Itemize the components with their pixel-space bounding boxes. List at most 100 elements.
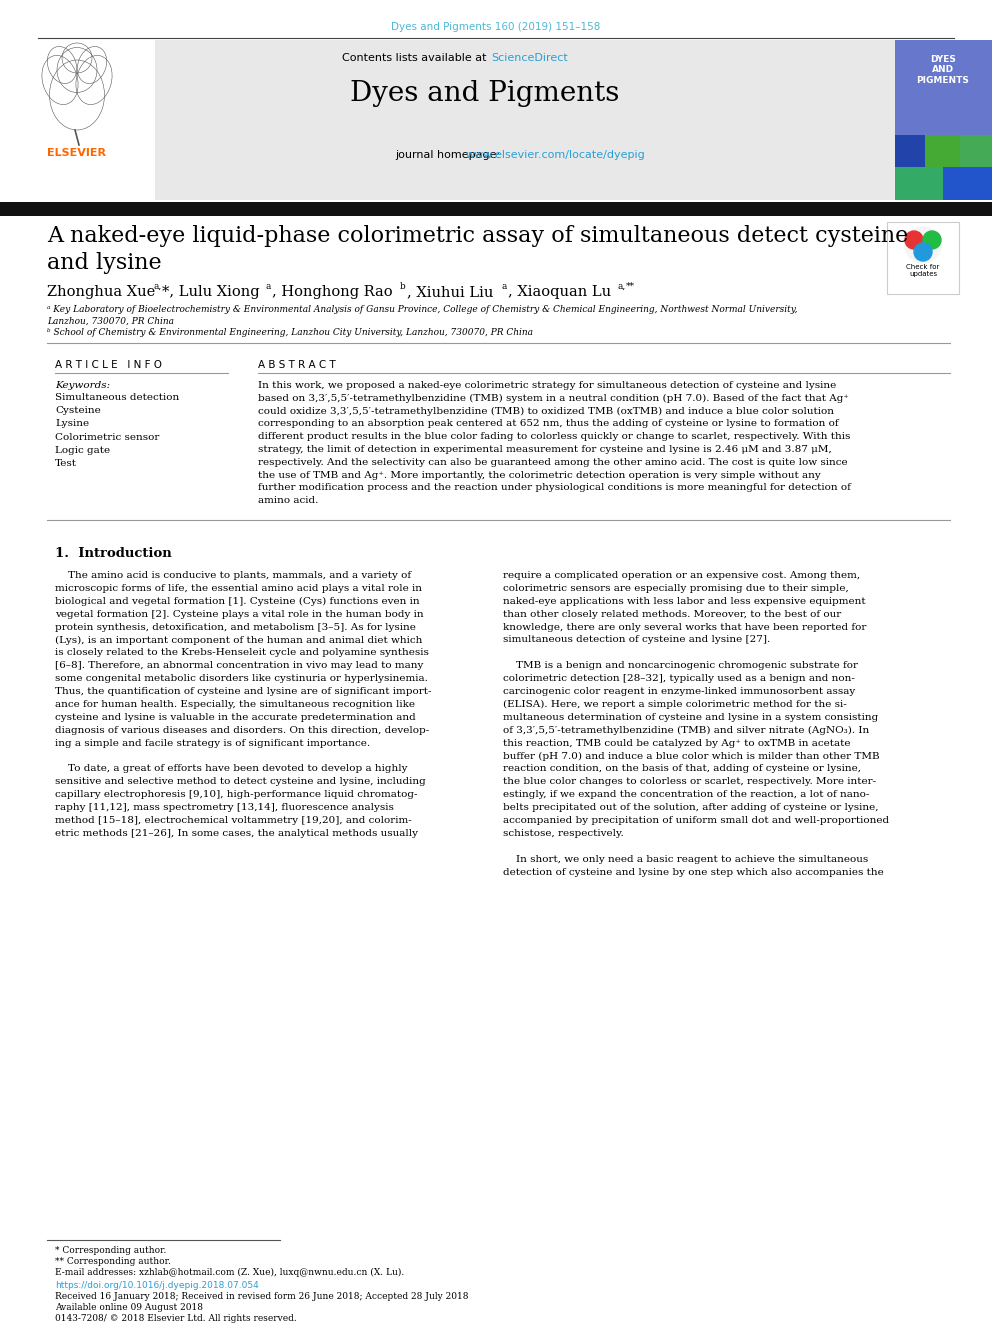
Text: Check for
updates: Check for updates: [907, 265, 939, 277]
Text: *, Lulu Xiong: *, Lulu Xiong: [162, 284, 260, 299]
Text: ** Corresponding author.: ** Corresponding author.: [55, 1257, 171, 1266]
Text: and lysine: and lysine: [47, 251, 162, 274]
Text: Logic gate: Logic gate: [55, 446, 110, 455]
Text: A naked-eye liquid-phase colorimetric assay of simultaneous detect cysteine: A naked-eye liquid-phase colorimetric as…: [47, 225, 909, 247]
Text: journal homepage:: journal homepage:: [395, 149, 504, 160]
Circle shape: [914, 243, 932, 261]
Text: Keywords:: Keywords:: [55, 381, 110, 390]
Text: ELSEVIER: ELSEVIER: [48, 148, 106, 157]
Text: multaneous determination of cysteine and lysine in a system consisting: multaneous determination of cysteine and…: [503, 713, 878, 722]
Circle shape: [923, 232, 941, 249]
Text: (ELISA). Here, we report a simple colorimetric method for the si-: (ELISA). Here, we report a simple colori…: [503, 700, 847, 709]
Circle shape: [905, 228, 941, 263]
Text: In short, we only need a basic reagent to achieve the simultaneous: In short, we only need a basic reagent t…: [503, 855, 868, 864]
Text: , Honghong Rao: , Honghong Rao: [272, 284, 393, 299]
Bar: [0, 40, 155, 200]
Text: b: b: [400, 282, 406, 291]
Text: Test: Test: [55, 459, 77, 468]
Text: amino acid.: amino acid.: [258, 496, 318, 505]
Text: capillary electrophoresis [9,10], high-performance liquid chromatog-: capillary electrophoresis [9,10], high-p…: [55, 790, 418, 799]
Text: this reaction, TMB could be catalyzed by Ag⁺ to oxTMB in acetate: this reaction, TMB could be catalyzed by…: [503, 738, 850, 747]
Text: the blue color changes to colorless or scarlet, respectively. More inter-: the blue color changes to colorless or s…: [503, 778, 876, 786]
Bar: [155, 40, 895, 200]
Text: the use of TMB and Ag⁺. More importantly, the colorimetric detection operation i: the use of TMB and Ag⁺. More importantly…: [258, 471, 820, 480]
Text: Lanzhou, 730070, PR China: Lanzhou, 730070, PR China: [47, 318, 174, 325]
Text: Lysine: Lysine: [55, 419, 89, 429]
Text: In this work, we proposed a naked-eye colorimetric strategy for simultaneous det: In this work, we proposed a naked-eye co…: [258, 381, 836, 390]
Text: 0143-7208/ © 2018 Elsevier Ltd. All rights reserved.: 0143-7208/ © 2018 Elsevier Ltd. All righ…: [55, 1314, 297, 1323]
Text: diagnosis of various diseases and disorders. On this direction, develop-: diagnosis of various diseases and disord…: [55, 726, 430, 734]
Text: based on 3,3′,5,5′-tetramethylbenzidine (TMB) system in a neutral condition (pH : based on 3,3′,5,5′-tetramethylbenzidine …: [258, 394, 849, 404]
Text: could oxidize 3,3′,5,5′-tetramethylbenzidine (TMB) to oxidized TMB (oxTMB) and i: could oxidize 3,3′,5,5′-tetramethylbenzi…: [258, 406, 834, 415]
Text: Dyes and Pigments: Dyes and Pigments: [350, 79, 620, 107]
Bar: [895, 167, 943, 200]
Text: some congenital metabolic disorders like cystinuria or hyperlysinemia.: some congenital metabolic disorders like…: [55, 675, 428, 683]
Text: colorimetric sensors are especially promising due to their simple,: colorimetric sensors are especially prom…: [503, 583, 849, 593]
Text: sensitive and selective method to detect cysteine and lysine, including: sensitive and selective method to detect…: [55, 778, 426, 786]
Text: a: a: [501, 282, 506, 291]
Text: detection of cysteine and lysine by one step which also accompanies the: detection of cysteine and lysine by one …: [503, 868, 884, 877]
Text: different product results in the blue color fading to colorless quickly or chang: different product results in the blue co…: [258, 433, 850, 441]
Text: TMB is a benign and noncarcinogenic chromogenic substrate for: TMB is a benign and noncarcinogenic chro…: [503, 662, 858, 671]
Text: colorimetric detection [28–32], typically used as a benign and non-: colorimetric detection [28–32], typicall…: [503, 675, 855, 683]
Text: corresponding to an absorption peak centered at 652 nm, thus the adding of cyste: corresponding to an absorption peak cent…: [258, 419, 838, 429]
Text: microscopic forms of life, the essential amino acid plays a vital role in: microscopic forms of life, the essential…: [55, 583, 422, 593]
Text: A B S T R A C T: A B S T R A C T: [258, 360, 335, 370]
Text: , Xiuhui Liu: , Xiuhui Liu: [407, 284, 493, 299]
Bar: [895, 135, 992, 200]
Text: cysteine and lysine is valuable in the accurate predetermination and: cysteine and lysine is valuable in the a…: [55, 713, 416, 722]
Text: strategy, the limit of detection in experimental measurement for cysteine and ly: strategy, the limit of detection in expe…: [258, 445, 831, 454]
Text: (Lys), is an important component of the human and animal diet which: (Lys), is an important component of the …: [55, 635, 423, 644]
Text: than other closely related methods. Moreover, to the best of our: than other closely related methods. More…: [503, 610, 841, 619]
Bar: [925, 135, 960, 167]
Text: Simultaneous detection: Simultaneous detection: [55, 393, 180, 402]
Text: [6–8]. Therefore, an abnormal concentration in vivo may lead to many: [6–8]. Therefore, an abnormal concentrat…: [55, 662, 424, 671]
Text: Available online 09 August 2018: Available online 09 August 2018: [55, 1303, 203, 1312]
Text: accompanied by precipitation of uniform small dot and well-proportioned: accompanied by precipitation of uniform …: [503, 816, 889, 826]
Text: schistose, respectively.: schistose, respectively.: [503, 830, 624, 837]
Text: a,: a,: [154, 282, 163, 291]
Text: is closely related to the Krebs-Henseleit cycle and polyamine synthesis: is closely related to the Krebs-Henselei…: [55, 648, 429, 658]
Text: To date, a great of efforts have been devoted to develop a highly: To date, a great of efforts have been de…: [55, 765, 408, 774]
Circle shape: [905, 232, 923, 249]
Text: www.elsevier.com/locate/dyepig: www.elsevier.com/locate/dyepig: [466, 149, 646, 160]
Text: knowledge, there are only several works that have been reported for: knowledge, there are only several works …: [503, 623, 866, 631]
Text: ing a simple and facile strategy is of significant importance.: ing a simple and facile strategy is of s…: [55, 738, 370, 747]
Text: etric methods [21–26], In some cases, the analytical methods usually: etric methods [21–26], In some cases, th…: [55, 830, 418, 837]
Text: biological and vegetal formation [1]. Cysteine (Cys) functions even in: biological and vegetal formation [1]. Cy…: [55, 597, 420, 606]
Text: a: a: [265, 282, 271, 291]
Text: E-mail addresses: xzhlab@hotmail.com (Z. Xue), luxq@nwnu.edu.cn (X. Lu).: E-mail addresses: xzhlab@hotmail.com (Z.…: [55, 1267, 405, 1277]
Text: Dyes and Pigments 160 (2019) 151–158: Dyes and Pigments 160 (2019) 151–158: [391, 22, 601, 32]
Text: ᵃ Key Laboratory of Bioelectrochemistry & Environmental Analysis of Gansu Provin: ᵃ Key Laboratory of Bioelectrochemistry …: [47, 306, 798, 314]
Text: Cysteine: Cysteine: [55, 406, 101, 415]
Text: ance for human health. Especially, the simultaneous recognition like: ance for human health. Especially, the s…: [55, 700, 415, 709]
Text: belts precipitated out of the solution, after adding of cysteine or lysine,: belts precipitated out of the solution, …: [503, 803, 879, 812]
Text: 1.  Introduction: 1. Introduction: [55, 546, 172, 560]
Text: A R T I C L E   I N F O: A R T I C L E I N F O: [55, 360, 162, 370]
Text: https://doi.org/10.1016/j.dyepig.2018.07.054: https://doi.org/10.1016/j.dyepig.2018.07…: [55, 1281, 259, 1290]
Text: DYES
AND
PIGMENTS: DYES AND PIGMENTS: [917, 56, 969, 85]
Text: reaction condition, on the basis of that, adding of cysteine or lysine,: reaction condition, on the basis of that…: [503, 765, 861, 774]
Text: **: **: [626, 282, 635, 291]
Text: a,: a,: [618, 282, 626, 291]
Text: The amino acid is conducive to plants, mammals, and a variety of: The amino acid is conducive to plants, m…: [55, 572, 411, 579]
Text: of 3,3′,5,5′-tetramethylbenzidine (TMB) and silver nitrate (AgNO₃). In: of 3,3′,5,5′-tetramethylbenzidine (TMB) …: [503, 726, 869, 734]
Text: vegetal formation [2]. Cysteine plays a vital role in the human body in: vegetal formation [2]. Cysteine plays a …: [55, 610, 424, 619]
Text: require a complicated operation or an expensive cost. Among them,: require a complicated operation or an ex…: [503, 572, 860, 579]
Text: further modification process and the reaction under physiological conditions is : further modification process and the rea…: [258, 483, 851, 492]
Bar: [895, 135, 925, 167]
Text: naked-eye applications with less labor and less expensive equipment: naked-eye applications with less labor a…: [503, 597, 866, 606]
Text: simultaneous detection of cysteine and lysine [27].: simultaneous detection of cysteine and l…: [503, 635, 770, 644]
Text: Contents lists available at: Contents lists available at: [342, 53, 490, 64]
Text: buffer (pH 7.0) and induce a blue color which is milder than other TMB: buffer (pH 7.0) and induce a blue color …: [503, 751, 880, 761]
Bar: [943, 167, 992, 200]
Bar: [887, 222, 959, 294]
Bar: [0, 202, 992, 216]
Text: protein synthesis, detoxification, and metabolism [3–5]. As for lysine: protein synthesis, detoxification, and m…: [55, 623, 416, 631]
Text: respectively. And the selectivity can also be guaranteed among the other amino a: respectively. And the selectivity can al…: [258, 458, 847, 467]
Text: carcinogenic color reagent in enzyme-linked immunosorbent assay: carcinogenic color reagent in enzyme-lin…: [503, 687, 855, 696]
Text: Colorimetric sensor: Colorimetric sensor: [55, 433, 160, 442]
Text: raphy [11,12], mass spectrometry [13,14], fluorescence analysis: raphy [11,12], mass spectrometry [13,14]…: [55, 803, 394, 812]
Text: Thus, the quantification of cysteine and lysine are of significant import-: Thus, the quantification of cysteine and…: [55, 687, 432, 696]
Text: ScienceDirect: ScienceDirect: [491, 53, 567, 64]
